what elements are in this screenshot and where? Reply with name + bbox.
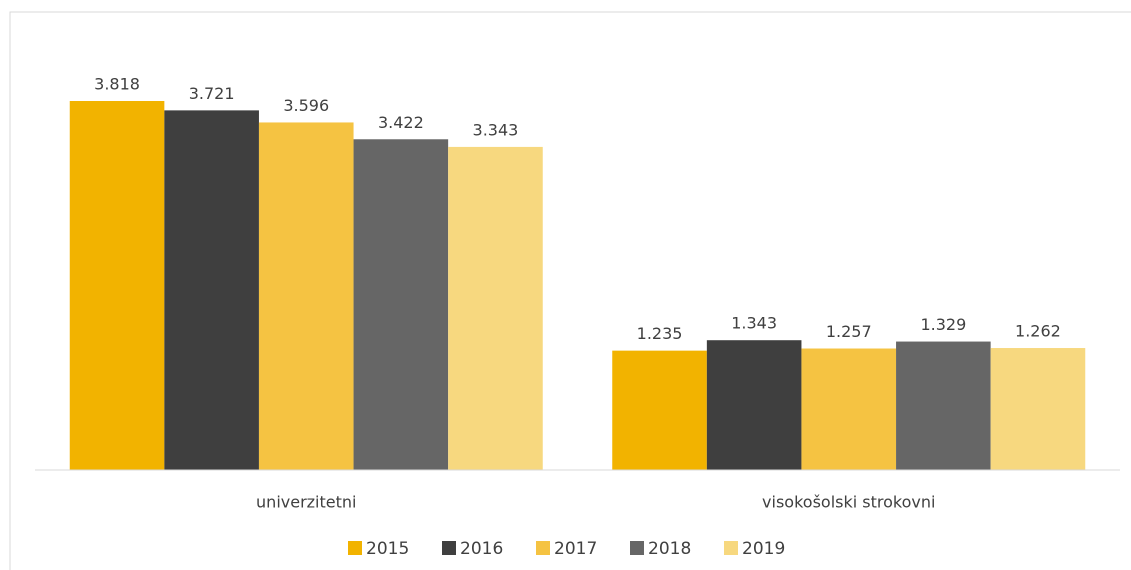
legend-swatch: [536, 541, 550, 555]
value-label: 3.343: [473, 120, 519, 139]
bar: [896, 341, 991, 470]
value-label: 1.257: [826, 322, 872, 341]
value-label: 3.596: [283, 96, 329, 115]
legend-swatch: [724, 541, 738, 555]
bar: [801, 348, 897, 470]
value-label: 1.343: [731, 314, 777, 333]
legend-label: 2018: [648, 539, 691, 559]
legend-swatch: [630, 541, 644, 555]
value-label: 1.235: [637, 324, 683, 343]
x-tick-label: visokošolski strokovni: [762, 493, 935, 512]
value-label: 1.262: [1015, 322, 1061, 341]
bar: [448, 146, 543, 471]
bar: [706, 340, 802, 470]
legend-label: 2016: [460, 539, 503, 559]
legend-label: 2017: [554, 539, 597, 559]
x-tick-label: univerzitetni: [256, 493, 356, 512]
bar: [69, 101, 165, 470]
bar: [612, 350, 707, 470]
chart-frame: [9, 11, 1131, 570]
bar: [990, 348, 1086, 470]
legend-swatch: [442, 541, 456, 555]
value-label: 3.818: [94, 75, 140, 94]
legend-label: 2015: [366, 539, 409, 559]
legend-swatch: [348, 541, 362, 555]
value-label: 3.422: [378, 113, 424, 132]
bar: [164, 110, 259, 470]
value-label: 3.721: [189, 84, 235, 103]
bar: [353, 139, 449, 470]
value-label: 1.329: [920, 315, 966, 334]
legend-label: 2019: [742, 539, 785, 559]
bar: [258, 122, 354, 470]
